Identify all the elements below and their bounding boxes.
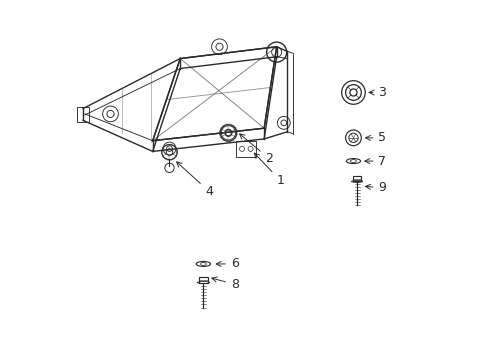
- Text: 8: 8: [211, 277, 239, 291]
- Text: 9: 9: [365, 181, 386, 194]
- Text: 7: 7: [364, 154, 386, 167]
- Text: 2: 2: [239, 134, 272, 165]
- Bar: [77, 108, 89, 122]
- Text: 5: 5: [365, 131, 386, 144]
- Bar: [236, 141, 256, 157]
- Text: 4: 4: [176, 162, 213, 198]
- Text: 3: 3: [368, 86, 386, 99]
- Text: 1: 1: [254, 153, 284, 187]
- Text: 6: 6: [216, 257, 238, 270]
